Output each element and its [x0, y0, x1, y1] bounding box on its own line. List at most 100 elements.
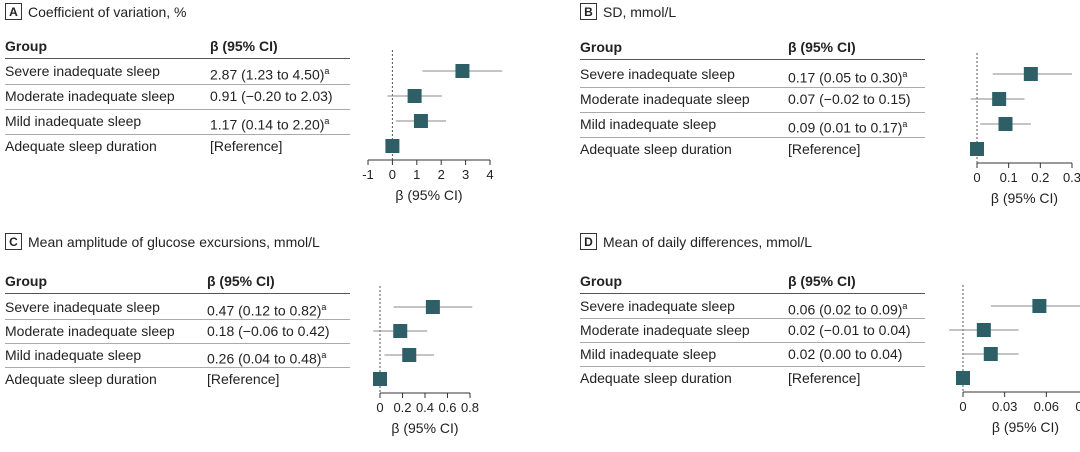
point-estimate-marker	[970, 142, 984, 156]
point-estimate-marker	[976, 323, 991, 337]
panel-title: Coefficient of variation, %	[28, 4, 187, 20]
row-group-label: Moderate inadequate sleep	[5, 88, 175, 104]
row-separator	[5, 109, 350, 110]
column-header-group: Group	[5, 38, 47, 54]
row-group-label: Adequate sleep duration	[580, 370, 732, 386]
significance-marker: a	[324, 116, 330, 126]
row-group-label: Moderate inadequate sleep	[580, 322, 750, 338]
x-axis-label: β (95% CI)	[992, 419, 1059, 435]
panel-d: D Mean of daily differences, mmol/L Group β…	[540, 230, 1080, 452]
x-tick-label: 0.2	[1031, 170, 1049, 185]
panel-title: Mean amplitude of glucose excursions, mm…	[28, 234, 320, 250]
beta-text: 2.87 (1.23 to 4.50)	[210, 66, 325, 83]
beta-text: 0.91 (−0.20 to 2.03)	[210, 88, 333, 104]
row-beta-value: 0.06 (0.02 to 0.09)a	[788, 297, 907, 319]
x-tick-label: 0	[959, 399, 966, 414]
panel-a: A Coefficient of variation, % Group β (95% …	[0, 0, 540, 222]
row-beta-value: 0.07 (−0.02 to 0.15)	[788, 90, 911, 108]
point-estimate-marker	[425, 300, 440, 314]
forest-plot: -1 0 1 2 3 4 β (95% CI)	[362, 50, 503, 203]
panel-letter: C	[5, 233, 22, 250]
point-estimate-marker	[998, 117, 1013, 131]
point-estimate-marker	[983, 347, 998, 361]
row-beta-value: [Reference]	[207, 370, 279, 388]
row-group-label: Adequate sleep duration	[5, 138, 157, 154]
beta-text: [Reference]	[788, 370, 861, 386]
column-header-group: Group	[580, 273, 622, 289]
x-axis-label: β (95% CI)	[395, 187, 462, 203]
row-group-label: Severe inadequate sleep	[5, 63, 160, 79]
row-group-label: Mild inadequate sleep	[5, 113, 142, 129]
x-axis-label: β (95% CI)	[391, 420, 458, 436]
forest-plot: 0 0.1 0.2 0.3 β (95% CI)	[970, 53, 1080, 206]
significance-marker: a	[324, 66, 330, 76]
forest-plot: 0 0.2 0.4 0.6 0.8β (95% CI)	[373, 286, 479, 436]
row-group-label: Adequate sleep duration	[5, 371, 157, 387]
column-header-group: Group	[5, 273, 47, 289]
panel-title: SD, mmol/L	[603, 4, 677, 20]
row-group-label: Mild inadequate sleep	[5, 347, 142, 363]
beta-text: 0.02 (0.00 to 0.04)	[788, 346, 903, 362]
point-estimate-marker	[992, 92, 1007, 106]
header-rule	[5, 58, 350, 59]
x-tick-label: 0.2	[393, 400, 411, 415]
row-separator	[580, 137, 925, 138]
header-rule	[580, 293, 925, 294]
point-estimate-marker	[455, 64, 470, 78]
panel-c: C Mean amplitude of glucose excursions, m…	[0, 230, 540, 452]
row-group-label: Severe inadequate sleep	[580, 298, 735, 314]
x-tick-label: 0.8	[461, 400, 479, 415]
x-tick-label: 1	[413, 167, 420, 182]
row-beta-value: 0.17 (0.05 to 0.30)a	[788, 65, 907, 87]
row-beta-value: 0.18 (−0.06 to 0.42)	[207, 322, 330, 340]
column-header-group: Group	[580, 39, 622, 55]
row-beta-value: 1.17 (0.14 to 2.20)a	[210, 112, 329, 134]
column-header-beta: β (95% CI)	[210, 38, 278, 54]
x-tick-label: 0.03	[992, 399, 1017, 414]
beta-text: [Reference]	[788, 141, 861, 157]
row-beta-value: 0.02 (−0.01 to 0.04)	[788, 321, 911, 339]
row-separator	[580, 87, 925, 88]
beta-text: 0.02 (−0.01 to 0.04)	[788, 322, 911, 338]
x-tick-label: 0	[973, 170, 980, 185]
x-axis-label: β (95% CI)	[991, 190, 1058, 206]
row-separator	[580, 366, 925, 367]
row-beta-value: [Reference]	[788, 369, 860, 387]
row-separator	[5, 84, 350, 85]
header-rule	[5, 293, 350, 294]
beta-text: [Reference]	[207, 371, 280, 387]
row-group-label: Adequate sleep duration	[580, 141, 732, 157]
point-estimate-marker	[413, 114, 428, 128]
x-tick-label: 4	[486, 167, 493, 182]
row-beta-value: 0.02 (0.00 to 0.04)	[788, 345, 902, 363]
point-estimate-marker	[1032, 299, 1047, 313]
x-tick-label: 0.3	[1063, 170, 1080, 185]
significance-marker: a	[902, 69, 908, 79]
significance-marker: a	[321, 302, 327, 312]
row-beta-value: [Reference]	[210, 137, 282, 155]
significance-marker: a	[902, 301, 908, 311]
point-estimate-marker	[373, 372, 387, 386]
x-tick-label: 0.4	[416, 400, 434, 415]
column-header-beta: β (95% CI)	[788, 273, 856, 289]
column-header-beta: β (95% CI)	[207, 273, 275, 289]
significance-marker: a	[902, 119, 908, 129]
row-separator	[5, 319, 350, 320]
row-beta-value: [Reference]	[788, 140, 860, 158]
point-estimate-marker	[402, 348, 417, 362]
beta-text: 0.26 (0.04 to 0.48)	[207, 350, 322, 367]
x-tick-label: 0	[376, 400, 383, 415]
panel-b: B SD, mmol/L Group β (95% CI) Severe inadequ…	[540, 0, 1080, 222]
point-estimate-marker	[1023, 67, 1038, 81]
row-group-label: Moderate inadequate sleep	[580, 91, 750, 107]
panel-letter: A	[5, 3, 22, 20]
beta-text: 0.47 (0.12 to 0.82)	[207, 302, 322, 319]
x-tick-label: -1	[362, 167, 374, 182]
x-tick-label: 0.06	[1034, 399, 1059, 414]
point-estimate-marker	[393, 324, 408, 338]
row-group-label: Mild inadequate sleep	[580, 346, 717, 362]
row-beta-value: 0.09 (0.01 to 0.17)a	[788, 115, 907, 137]
row-separator	[5, 367, 350, 368]
row-separator	[5, 134, 350, 135]
panel-letter: B	[580, 3, 597, 20]
